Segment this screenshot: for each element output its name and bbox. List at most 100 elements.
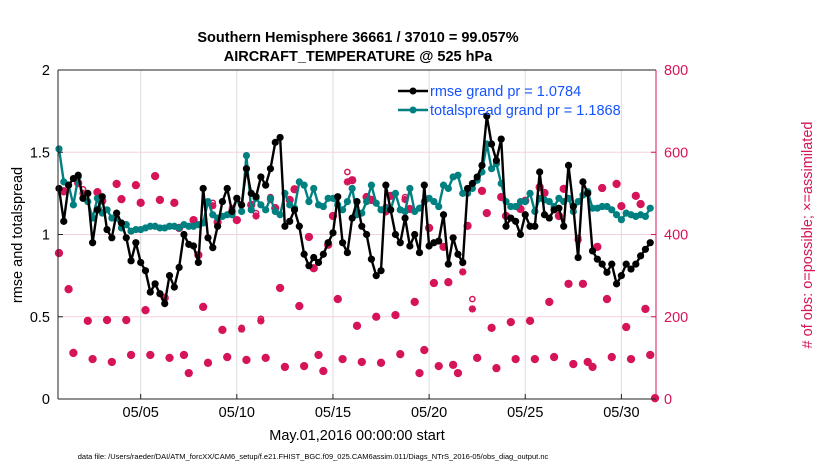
y-right-tick-label: 200 bbox=[664, 310, 688, 326]
asterisk-stroke bbox=[488, 324, 495, 332]
x-tick-label: 05/15 bbox=[315, 405, 351, 421]
asterisk-stroke bbox=[579, 280, 587, 288]
obs-assimilated-marker bbox=[454, 369, 462, 377]
rmse-point bbox=[632, 260, 640, 268]
asterisk-stroke bbox=[142, 306, 149, 314]
obs-assimilated-marker bbox=[550, 353, 558, 361]
obs-assimilated-marker bbox=[189, 216, 198, 224]
obs-assimilated-marker bbox=[252, 212, 260, 220]
asterisk-stroke bbox=[603, 295, 611, 303]
obs-assimilated-marker bbox=[545, 298, 553, 306]
asterisk-stroke bbox=[420, 346, 428, 354]
rmse-point bbox=[435, 237, 443, 245]
rmse-point bbox=[420, 181, 428, 189]
totalspread-point bbox=[276, 211, 284, 219]
rmse-point bbox=[79, 194, 87, 202]
obs-assimilated-marker bbox=[199, 303, 207, 311]
rmse-point bbox=[377, 267, 385, 275]
obs-assimilated-marker bbox=[603, 295, 611, 303]
asterisk-stroke bbox=[545, 298, 553, 306]
x-axis-label: May.01,2016 00:00:00 start bbox=[269, 428, 444, 444]
asterisk-stroke bbox=[276, 284, 284, 292]
obs-assimilated-marker bbox=[593, 243, 601, 251]
rmse-point bbox=[444, 260, 452, 268]
rmse-point bbox=[170, 283, 178, 291]
asterisk-stroke bbox=[55, 249, 63, 257]
obs-assimilated-marker bbox=[170, 199, 178, 207]
asterisk-stroke bbox=[396, 350, 404, 358]
asterisk-stroke bbox=[512, 355, 520, 363]
rmse-point bbox=[189, 242, 198, 250]
rmse-point bbox=[463, 184, 472, 193]
obs-assimilated-marker bbox=[185, 369, 193, 377]
obs-assimilated-marker bbox=[415, 369, 424, 377]
rmse-point bbox=[257, 173, 265, 181]
rmse-point bbox=[89, 239, 97, 247]
obs-assimilated-marker bbox=[579, 280, 587, 288]
rmse-point bbox=[521, 211, 529, 219]
asterisk-stroke bbox=[435, 362, 443, 370]
obs-assimilated-marker bbox=[319, 367, 327, 375]
totalspread-point bbox=[521, 198, 529, 206]
rmse-point bbox=[276, 133, 284, 142]
rmse-point bbox=[194, 258, 202, 267]
obs-assimilated-marker bbox=[435, 362, 443, 370]
totalspread-point bbox=[372, 199, 380, 207]
rmse-point bbox=[262, 181, 270, 189]
rmse-point bbox=[401, 214, 409, 222]
asterisk-stroke bbox=[416, 369, 423, 377]
rmse-point bbox=[531, 222, 539, 230]
rmse-point bbox=[238, 201, 246, 209]
asterisk-stroke bbox=[646, 351, 654, 359]
obs-assimilated-marker bbox=[132, 181, 140, 189]
asterisk-stroke bbox=[444, 278, 452, 286]
obs-possible-marker bbox=[344, 168, 351, 176]
asterisk-stroke bbox=[377, 359, 385, 367]
rmse-point bbox=[617, 272, 625, 280]
asterisk-stroke bbox=[531, 355, 539, 363]
totalspread-point bbox=[310, 184, 318, 193]
y-tick-label: 2 bbox=[42, 63, 50, 79]
asterisk-stroke bbox=[295, 302, 303, 310]
rmse-point bbox=[502, 222, 510, 230]
asterisk-stroke bbox=[127, 351, 135, 359]
obs-assimilated-marker bbox=[334, 295, 342, 303]
rmse-point bbox=[516, 230, 525, 239]
rmse-point bbox=[536, 168, 544, 176]
totalspread-point bbox=[444, 184, 452, 193]
totalspread-point bbox=[319, 202, 327, 211]
totalspread-point bbox=[401, 207, 409, 216]
rmse-point bbox=[117, 219, 126, 227]
rmse-point bbox=[612, 280, 621, 288]
y-axis-right-label: # of obs: o=possible; ×=assimilated bbox=[800, 122, 816, 349]
asterisk-stroke bbox=[219, 326, 226, 334]
rmse-point bbox=[295, 222, 303, 230]
obs-assimilated-marker bbox=[238, 325, 246, 333]
y-right-tick-label: 800 bbox=[664, 63, 688, 79]
obs-assimilated-marker bbox=[646, 351, 654, 359]
obs-assimilated-marker bbox=[151, 172, 159, 180]
totalspread-point bbox=[641, 212, 650, 221]
obs-assimilated-marker bbox=[377, 359, 385, 367]
rmse-point bbox=[382, 181, 390, 189]
asterisk-stroke bbox=[146, 351, 154, 359]
x-tick-label: 05/05 bbox=[123, 405, 159, 421]
totalspread-point bbox=[363, 198, 371, 206]
asterisk-stroke bbox=[151, 172, 159, 180]
x-tick-label: 05/20 bbox=[411, 405, 447, 421]
rmse-point bbox=[593, 255, 601, 263]
obs-assimilated-marker bbox=[353, 322, 361, 330]
legend-rmse-marker bbox=[409, 87, 417, 95]
rmse-point bbox=[98, 193, 106, 201]
obs-assimilated-marker bbox=[137, 199, 145, 207]
rmse-point bbox=[367, 255, 376, 263]
obs-assimilated-marker bbox=[180, 351, 188, 359]
rmse-point bbox=[483, 112, 491, 120]
asterisk-stroke bbox=[353, 322, 361, 330]
asterisk-stroke bbox=[473, 354, 481, 362]
asterisk-stroke bbox=[185, 369, 193, 377]
asterisk-stroke bbox=[94, 188, 101, 196]
rmse-point bbox=[137, 258, 145, 267]
asterisk-stroke bbox=[238, 325, 246, 333]
rmse-point bbox=[478, 161, 486, 170]
